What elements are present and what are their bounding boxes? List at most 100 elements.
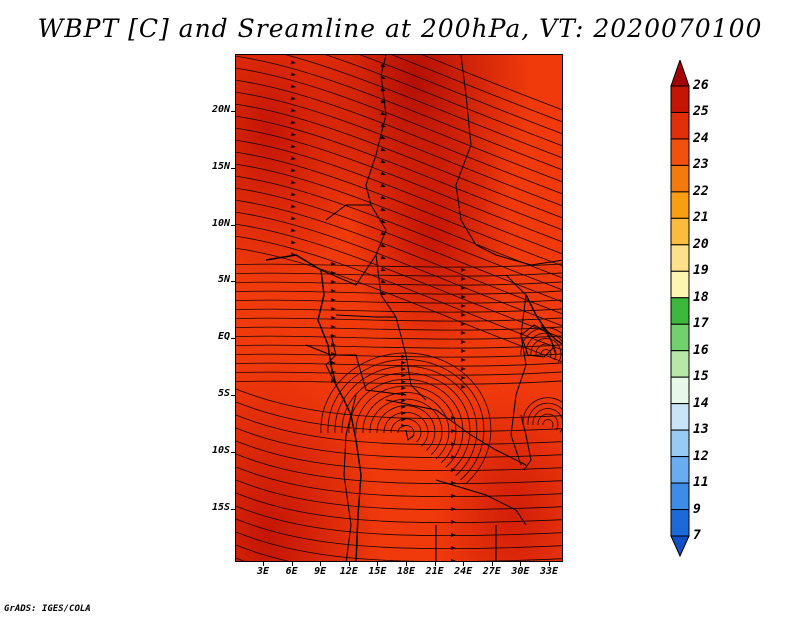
streamline-arrow bbox=[290, 168, 296, 173]
streamline bbox=[236, 544, 290, 561]
streamline bbox=[285, 55, 562, 159]
colorbar-label: 25 bbox=[693, 104, 709, 120]
streamline-arrow bbox=[401, 417, 406, 422]
streamline bbox=[236, 466, 562, 498]
streamline-arrow bbox=[401, 411, 406, 416]
colorbar-segment bbox=[670, 350, 690, 378]
streamline bbox=[236, 531, 562, 561]
streamline bbox=[236, 151, 562, 267]
lon-label-30e: 30E bbox=[511, 566, 530, 577]
lon-tick bbox=[463, 561, 465, 566]
streamline-arrow bbox=[460, 330, 466, 335]
colorbar-top-arrow bbox=[670, 60, 690, 87]
colorbar-label: 9 bbox=[693, 501, 701, 517]
streamline-arrow bbox=[451, 546, 456, 550]
streamline-map bbox=[236, 55, 562, 561]
country-borders bbox=[305, 55, 562, 561]
colorbar-label: 14 bbox=[693, 395, 709, 411]
colorbar-label: 7 bbox=[693, 528, 701, 543]
streamline-arrow bbox=[451, 507, 456, 511]
streamline bbox=[236, 199, 562, 315]
lon-tick bbox=[348, 561, 350, 566]
streamline-arrow bbox=[460, 321, 466, 326]
streamline-arrow bbox=[290, 228, 296, 233]
lat-label-5n: 5N bbox=[217, 274, 230, 286]
streamline-arrow bbox=[290, 72, 296, 77]
streamline-arrow bbox=[290, 120, 296, 125]
streamline-arrow bbox=[380, 87, 386, 92]
streamline bbox=[236, 247, 562, 363]
lat-tick bbox=[231, 281, 236, 283]
streamline-arrow bbox=[401, 386, 406, 390]
streamline bbox=[236, 67, 562, 183]
streamline bbox=[359, 55, 562, 135]
streamline bbox=[236, 317, 562, 322]
streamline bbox=[236, 479, 562, 511]
colorbar-segment bbox=[670, 456, 690, 484]
lon-label-27e: 27E bbox=[482, 566, 501, 577]
colorbar-segment bbox=[670, 244, 690, 272]
streamline-arrow bbox=[331, 280, 336, 284]
streamline bbox=[236, 235, 562, 351]
lon-label-18e: 18E bbox=[396, 566, 416, 577]
colorbar-segment bbox=[670, 191, 690, 219]
colorbar-segment bbox=[670, 111, 690, 140]
lon-label-9e: 9E bbox=[314, 566, 327, 577]
streamline-arrow bbox=[290, 192, 296, 197]
streamline-arrow bbox=[380, 159, 386, 164]
lon-tick bbox=[263, 561, 264, 566]
streamline bbox=[236, 453, 562, 485]
streamline-arrow bbox=[460, 276, 466, 281]
streamline-arrow bbox=[451, 494, 456, 498]
streamline-arrow bbox=[331, 316, 336, 320]
streamline bbox=[236, 401, 562, 433]
streamline-arrow bbox=[290, 156, 296, 161]
lat-tick bbox=[231, 224, 236, 226]
streamline bbox=[236, 127, 562, 243]
lon-label-6e: 6E bbox=[285, 566, 298, 577]
colorbar-label: 15 bbox=[693, 369, 709, 385]
streamline-arrow bbox=[331, 334, 336, 338]
streamline-arrow bbox=[380, 243, 386, 248]
streamlines bbox=[236, 55, 562, 561]
colorbar-segment bbox=[670, 164, 690, 193]
streamline-arrow bbox=[451, 533, 456, 537]
streamline-arrow bbox=[380, 75, 386, 80]
coastline bbox=[265, 254, 562, 561]
streamline bbox=[236, 299, 562, 304]
streamline-arrow bbox=[290, 216, 296, 221]
streamline bbox=[236, 272, 562, 277]
streamline bbox=[236, 211, 562, 327]
streamline-arrow bbox=[451, 442, 456, 446]
colorbar-label: 23 bbox=[693, 157, 709, 173]
streamline-arrow bbox=[460, 312, 466, 317]
streamline-arrow bbox=[331, 325, 336, 329]
colorbar-label: 11 bbox=[693, 475, 709, 491]
colorbar-label: 18 bbox=[693, 289, 709, 305]
lon-tick bbox=[434, 561, 436, 566]
lon-label-15e: 15E bbox=[368, 566, 387, 577]
streamline bbox=[525, 332, 562, 365]
lat-label-eq: EQ bbox=[217, 331, 230, 343]
streamline bbox=[236, 388, 562, 420]
streamline bbox=[236, 263, 562, 268]
streamline-arrow bbox=[460, 267, 466, 272]
streamline bbox=[236, 518, 562, 550]
streamline bbox=[325, 55, 562, 147]
streamline-arrow bbox=[460, 366, 466, 371]
streamline-arrow bbox=[460, 294, 466, 299]
streamline-arrow bbox=[290, 144, 296, 149]
lat-tick bbox=[231, 395, 236, 396]
streamline-arrow bbox=[380, 111, 386, 116]
streamline bbox=[236, 223, 562, 339]
streamline bbox=[236, 414, 562, 446]
colorbar-segment bbox=[670, 323, 690, 352]
streamline-arrow bbox=[380, 291, 386, 296]
streamline bbox=[391, 55, 562, 123]
streamline-arrow bbox=[331, 307, 336, 311]
streamline-arrows bbox=[290, 55, 466, 561]
streamline bbox=[390, 418, 422, 443]
streamline bbox=[236, 380, 562, 385]
lon-label-24e: 24E bbox=[454, 566, 473, 577]
streamline-arrow bbox=[380, 135, 386, 140]
